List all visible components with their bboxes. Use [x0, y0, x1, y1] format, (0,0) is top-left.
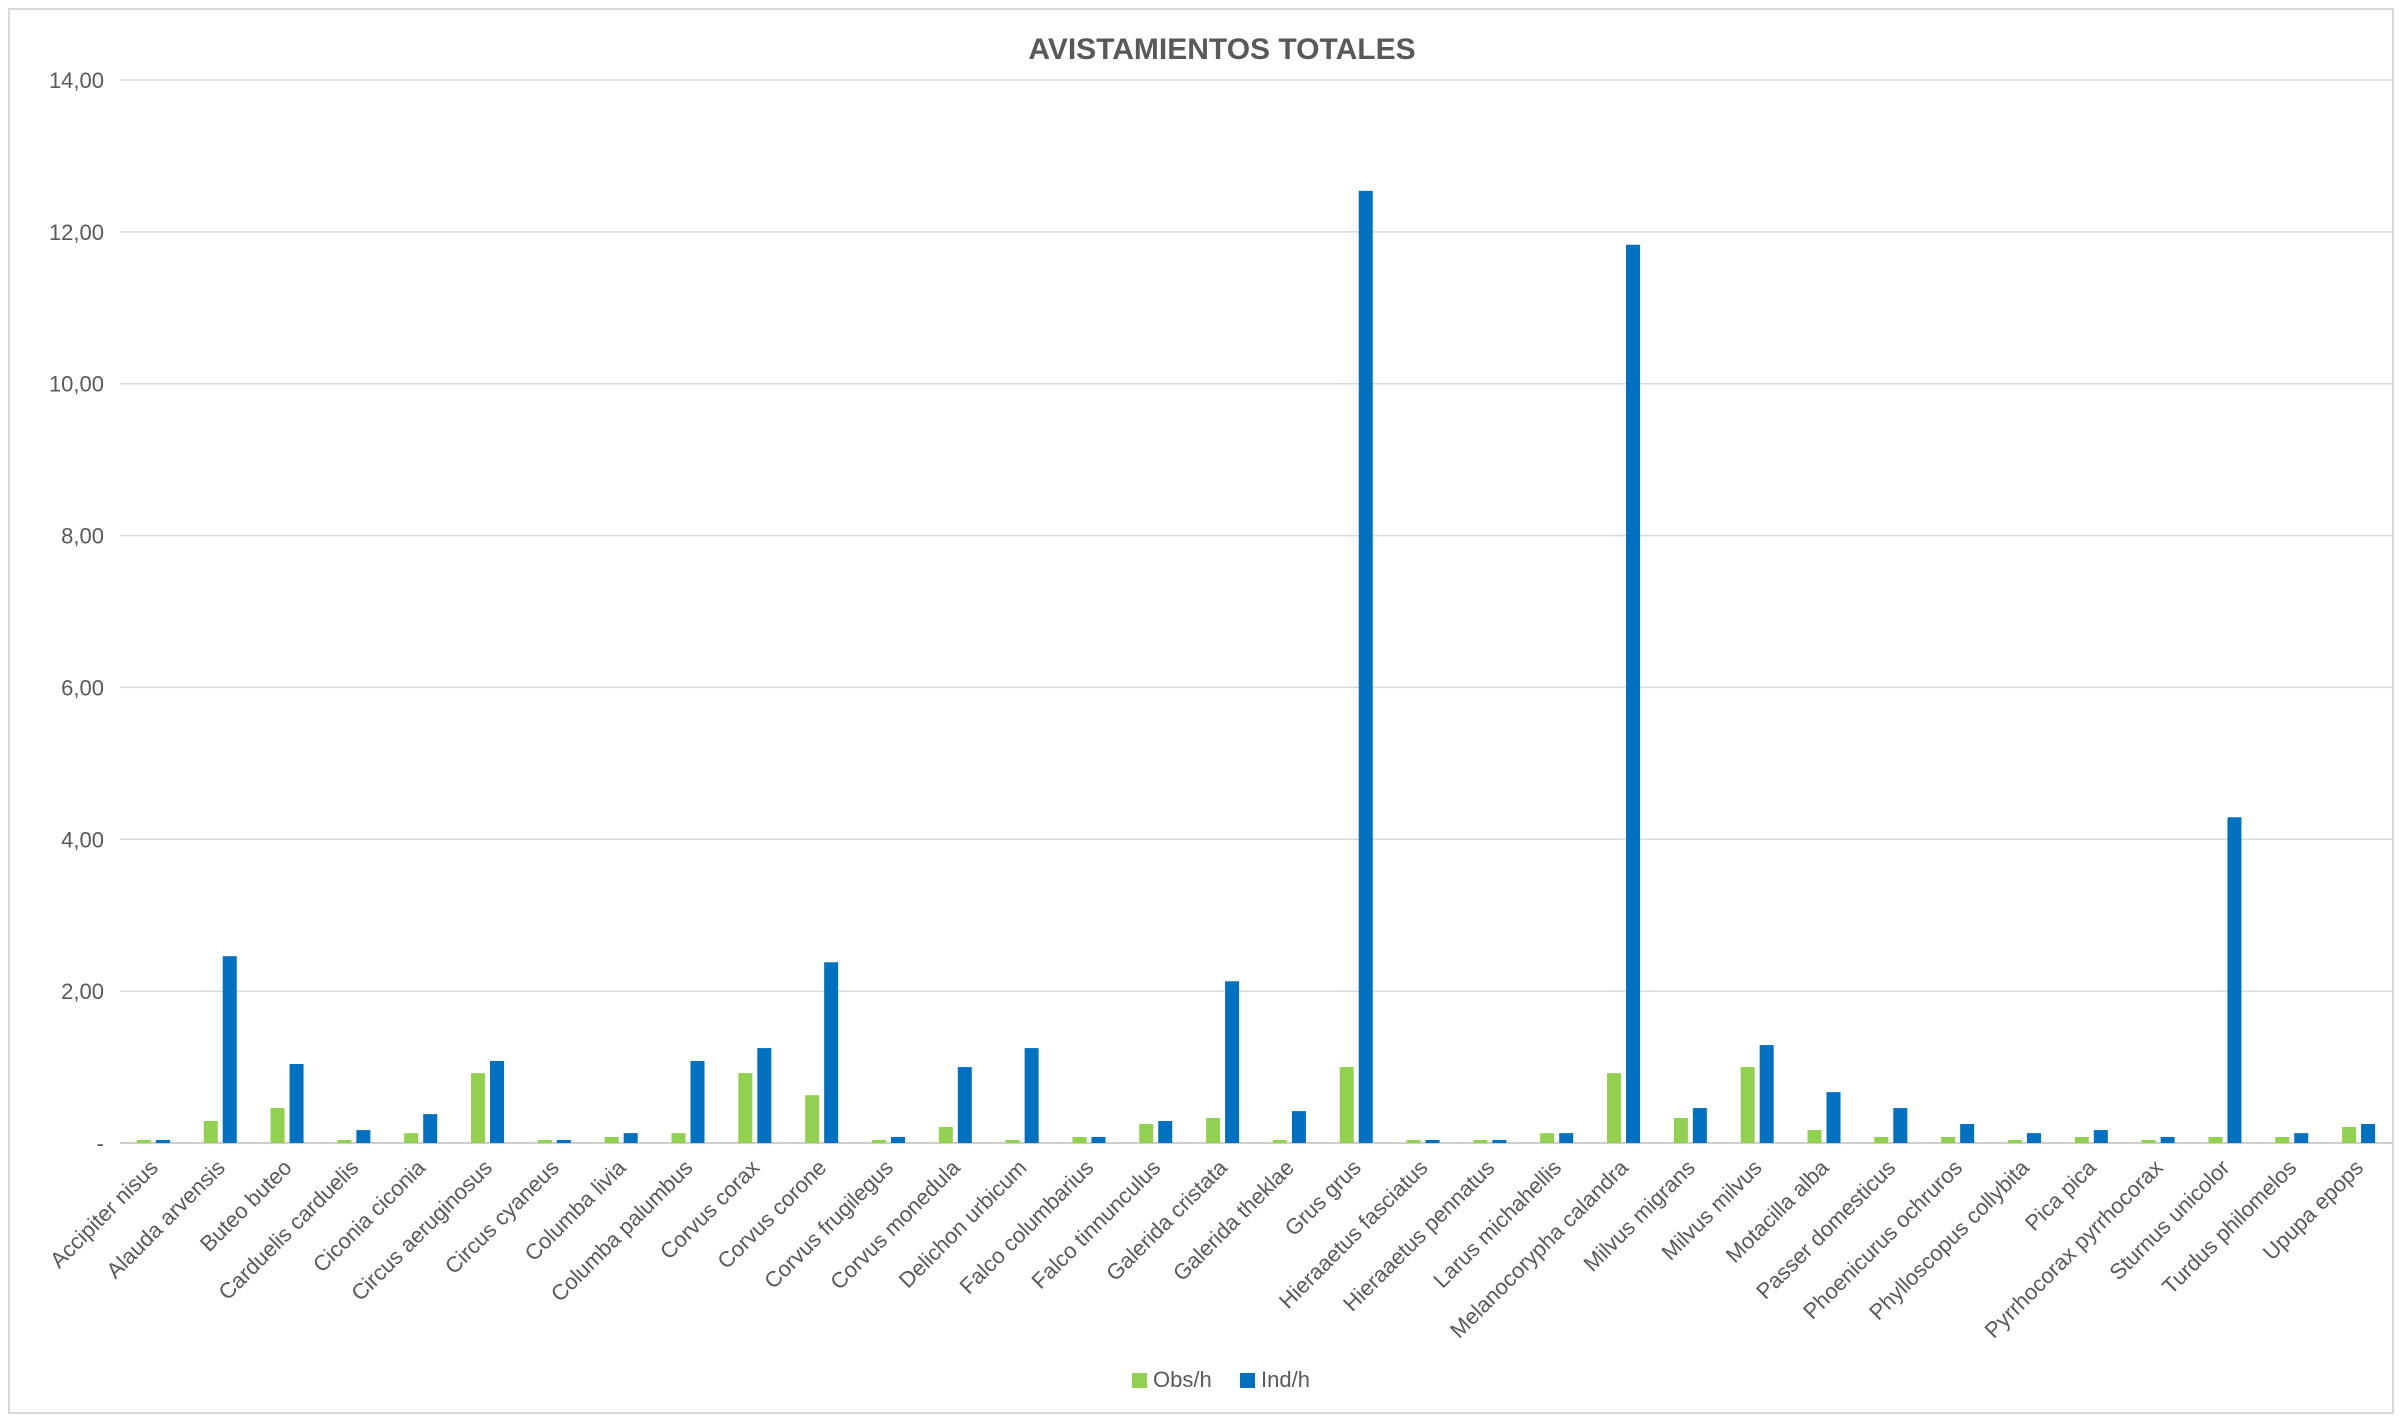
bar-obs-h [2141, 1139, 2156, 1143]
category-label: Alauda arvensis [101, 1155, 229, 1283]
bar-ind-h [2361, 1124, 2376, 1143]
y-tick-label: 6,00 [61, 675, 104, 700]
bar-ind-h [1358, 190, 1373, 1143]
bar-ind-h [2026, 1133, 2041, 1143]
category-label: Sturnus unicolor [2104, 1155, 2234, 1285]
bar-chart: AVISTAMIENTOS TOTALES - 2,00 4,00 6,00 8,00 1… [45, 33, 2392, 1392]
bar-ind-h [1024, 1048, 1039, 1143]
bar-obs-h [604, 1136, 619, 1143]
bar-ind-h [1826, 1092, 1841, 1143]
bar-ind-h [1425, 1139, 1440, 1143]
bar-ind-h [556, 1139, 571, 1143]
bar-ind-h [1559, 1133, 1574, 1143]
bar-ind-h [1492, 1139, 1507, 1143]
bar-obs-h [404, 1133, 419, 1143]
bar-ind-h [757, 1048, 772, 1143]
bar-ind-h [1960, 1124, 1975, 1143]
bar-obs-h [537, 1139, 552, 1143]
bar-obs-h [938, 1127, 953, 1143]
y-tick-label: 2,00 [61, 979, 104, 1004]
bar-obs-h [2208, 1136, 2223, 1143]
chart-frame: AVISTAMIENTOS TOTALES - 2,00 4,00 6,00 8,00 1… [8, 8, 2394, 1414]
bar-ind-h [2093, 1130, 2108, 1143]
bar-ind-h [1291, 1111, 1306, 1143]
bar-ind-h [222, 956, 237, 1143]
bar-ind-h [890, 1136, 905, 1143]
bar-obs-h [1673, 1117, 1688, 1143]
legend-label: Obs/h [1153, 1367, 1212, 1392]
bar-ind-h [155, 1139, 170, 1143]
bar-ind-h [1225, 981, 1240, 1143]
y-tick-label: 14,00 [49, 68, 104, 93]
bar-ind-h [1626, 244, 1641, 1143]
bar-ind-h [623, 1133, 638, 1143]
bar-obs-h [671, 1133, 686, 1143]
bar-ind-h [957, 1067, 972, 1143]
bars [136, 190, 2376, 1143]
category-label: Galerida theklae [1168, 1155, 1299, 1286]
y-tick-label: 4,00 [61, 827, 104, 852]
legend-swatch [1132, 1373, 1147, 1388]
bar-obs-h [1072, 1136, 1087, 1143]
bar-obs-h [738, 1073, 753, 1143]
bar-obs-h [203, 1120, 218, 1143]
bar-ind-h [490, 1060, 505, 1143]
bar-obs-h [1740, 1067, 1755, 1143]
gridlines [120, 79, 2392, 1144]
bar-obs-h [1473, 1139, 1488, 1143]
bar-ind-h [1759, 1045, 1774, 1143]
bar-obs-h [1406, 1139, 1421, 1143]
chart-title: AVISTAMIENTOS TOTALES [1028, 33, 1415, 66]
bar-obs-h [805, 1095, 820, 1143]
bar-obs-h [1005, 1139, 1020, 1143]
bar-obs-h [2074, 1136, 2089, 1143]
bar-obs-h [1206, 1117, 1221, 1143]
bar-obs-h [2007, 1139, 2022, 1143]
bar-ind-h [2227, 817, 2242, 1143]
bar-ind-h [690, 1060, 705, 1143]
bar-ind-h [423, 1114, 438, 1143]
bar-ind-h [1692, 1108, 1707, 1143]
bar-ind-h [1893, 1108, 1908, 1143]
y-tick-label: - [97, 1131, 104, 1156]
bar-obs-h [1607, 1073, 1622, 1143]
legend-swatch [1240, 1373, 1255, 1388]
y-tick-label: 12,00 [49, 220, 104, 245]
category-label: Galerida cristata [1101, 1154, 1232, 1285]
bar-obs-h [136, 1139, 151, 1143]
bar-ind-h [1091, 1136, 1106, 1143]
bar-obs-h [1139, 1124, 1154, 1143]
legend-label: Ind/h [1261, 1367, 1310, 1392]
category-label: Ciconia ciconia [308, 1154, 431, 1277]
bar-ind-h [1158, 1120, 1173, 1143]
bar-ind-h [2160, 1136, 2175, 1143]
bar-obs-h [1807, 1130, 1822, 1143]
y-tick-label: 10,00 [49, 372, 104, 397]
y-tick-label: 8,00 [61, 524, 104, 549]
bar-obs-h [471, 1073, 486, 1143]
bar-obs-h [2342, 1127, 2357, 1143]
category-label: Circus cyaneus [440, 1155, 564, 1279]
bar-obs-h [1540, 1133, 1555, 1143]
y-axis-ticks: - 2,00 4,00 6,00 8,00 10,00 12,00 14,00 [49, 68, 104, 1156]
bar-obs-h [2275, 1136, 2290, 1143]
bar-obs-h [1339, 1067, 1354, 1143]
bar-ind-h [2294, 1133, 2309, 1143]
bar-obs-h [871, 1139, 886, 1143]
bar-obs-h [337, 1139, 352, 1143]
bar-obs-h [1272, 1139, 1287, 1143]
bar-ind-h [289, 1064, 304, 1143]
bar-ind-h [824, 962, 839, 1143]
bar-obs-h [1874, 1136, 1889, 1143]
bar-obs-h [1941, 1136, 1956, 1143]
legend: Obs/h Ind/h [1132, 1367, 1310, 1392]
bar-ind-h [356, 1130, 371, 1143]
bar-obs-h [270, 1108, 285, 1143]
